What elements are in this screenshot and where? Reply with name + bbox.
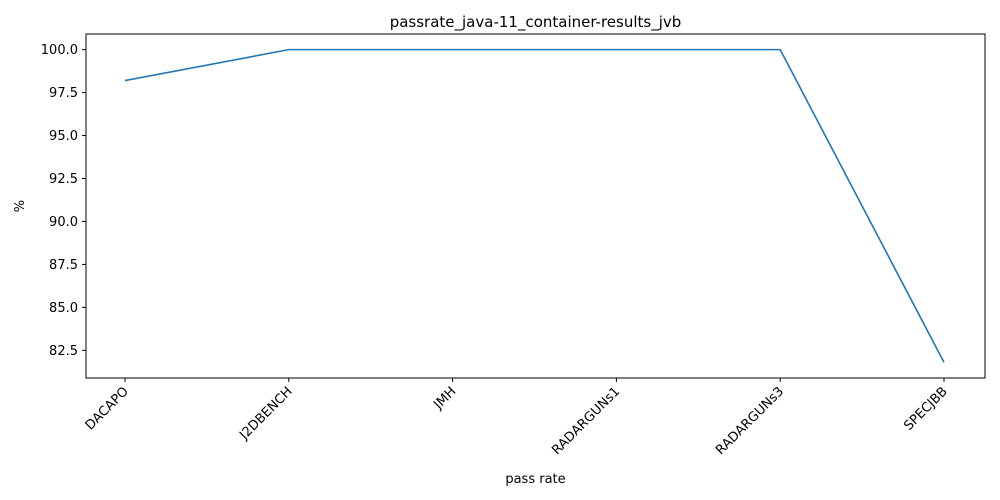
x-tick-label: RADARGUNs3 xyxy=(713,384,787,458)
plot-frame xyxy=(85,33,986,379)
x-axis: DACAPO J2DBENCH JMH RADARGUNs1 RADARGUNs3 SPE… xyxy=(83,378,951,458)
x-axis-label: pass rate xyxy=(505,472,565,487)
chart-title: passrate_java-11_container-results_jvb xyxy=(390,13,682,32)
y-tick-label: 100.0 xyxy=(41,43,78,58)
series-line xyxy=(124,48,945,363)
x-tick-label: DACAPO xyxy=(83,384,132,433)
y-tick-label: 82.5 xyxy=(49,344,78,359)
y-tick-label: 90.0 xyxy=(49,215,78,230)
x-tick-label: J2DBENCH xyxy=(236,384,295,443)
y-tick-label: 97.5 xyxy=(49,86,78,101)
series-layer xyxy=(124,48,945,363)
x-tick-label: SPECJBB xyxy=(901,384,951,434)
y-axis-label: % xyxy=(13,200,28,212)
y-tick-label: 87.5 xyxy=(49,258,78,273)
y-axis: 82.5 85.0 87.5 90.0 92.5 95.0 97.5 100.0 xyxy=(41,43,86,359)
y-tick-label: 92.5 xyxy=(49,172,78,187)
y-tick-label: 95.0 xyxy=(49,129,78,144)
x-tick-label: JMH xyxy=(431,384,460,413)
y-tick-label: 85.0 xyxy=(49,301,78,316)
x-tick-label: RADARGUNs1 xyxy=(549,384,623,458)
